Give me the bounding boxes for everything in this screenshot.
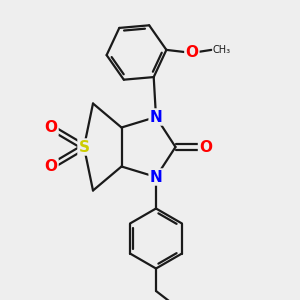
Text: O: O [44, 159, 58, 174]
Text: O: O [199, 140, 212, 154]
Text: O: O [44, 120, 58, 135]
Text: N: N [150, 110, 162, 124]
Text: O: O [185, 45, 198, 60]
Text: N: N [150, 169, 162, 184]
Text: CH₃: CH₃ [213, 45, 231, 55]
Text: S: S [79, 140, 89, 154]
